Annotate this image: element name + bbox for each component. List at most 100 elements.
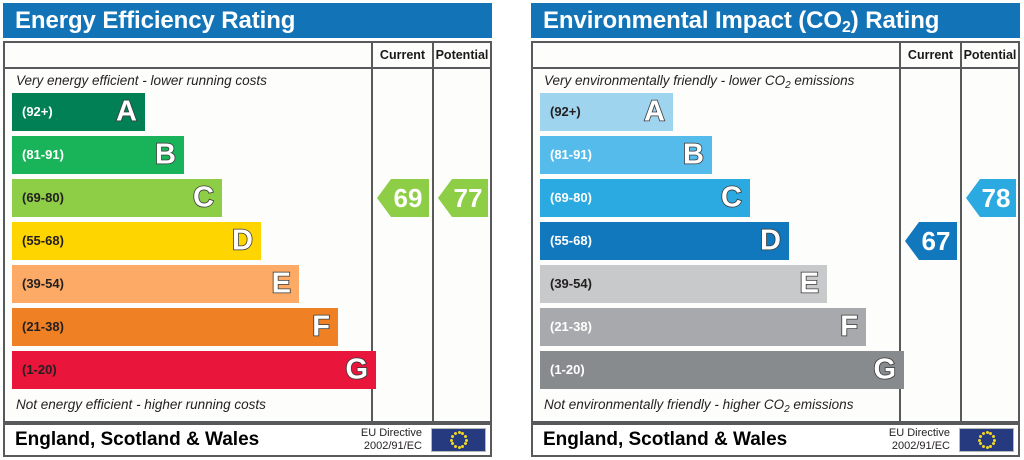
eu-flag-star bbox=[993, 438, 996, 442]
band-letter: C bbox=[192, 181, 215, 214]
eu-flag-star bbox=[465, 438, 468, 442]
rating-band-b: (81-91) B bbox=[12, 136, 184, 174]
band-range-label: (55-68) bbox=[22, 233, 64, 248]
column-divider bbox=[371, 69, 373, 421]
footer-directive-line2: 2002/91/EC bbox=[891, 440, 950, 452]
caption-subscript: 2 bbox=[784, 404, 790, 415]
eu-flag-star bbox=[981, 432, 985, 435]
eu-flag-star bbox=[979, 434, 982, 438]
rating-bands: (92+) A (81-91) B (69-80) C (55-68) D (39-54) E (2… bbox=[5, 93, 376, 393]
band-letter: C bbox=[720, 181, 743, 214]
rating-band-c: (69-80) C bbox=[540, 179, 750, 217]
chart-footer: England, Scotland & Wales EU Directive 200… bbox=[3, 423, 492, 457]
current-rating-arrow: 67 bbox=[905, 222, 957, 260]
eu-flag-star bbox=[991, 442, 995, 446]
band-range-label: (92+) bbox=[22, 104, 53, 119]
band-range-label: (92+) bbox=[550, 104, 581, 119]
chart-title: Environmental Impact (CO2) Rating bbox=[531, 3, 1020, 38]
column-divider bbox=[432, 69, 434, 421]
caption-text: Not environmentally friendly - higher CO bbox=[544, 397, 785, 412]
footer-region-label: England, Scotland & Wales bbox=[15, 429, 260, 450]
footer-directive-label: EU Directive 2002/91/EC bbox=[864, 427, 950, 453]
eu-flag-star bbox=[461, 444, 465, 448]
band-letter: A bbox=[115, 95, 138, 128]
caption-text: emissions bbox=[790, 73, 855, 88]
eu-flag-star bbox=[453, 444, 457, 448]
band-letter: F bbox=[839, 310, 858, 343]
column-divider bbox=[960, 69, 962, 421]
eu-flag-star bbox=[985, 431, 989, 434]
eu-flag-star bbox=[463, 442, 467, 446]
rating-band-a: (92+) A bbox=[540, 93, 673, 131]
eu-flag-icon bbox=[959, 428, 1014, 452]
band-range-label: (69-80) bbox=[22, 190, 64, 205]
footer-directive-label: EU Directive 2002/91/EC bbox=[336, 427, 422, 453]
caption-bottom: Not environmentally friendly - higher CO… bbox=[533, 393, 899, 417]
band-letter: D bbox=[231, 224, 254, 257]
eu-flag-star bbox=[453, 432, 457, 435]
band-letter: B bbox=[154, 138, 177, 171]
band-letter: B bbox=[682, 138, 705, 171]
eu-flag-star bbox=[461, 432, 465, 435]
band-letter: D bbox=[759, 224, 782, 257]
eu-flag-star bbox=[989, 432, 993, 435]
rating-band-f: (21-38) F bbox=[12, 308, 338, 346]
column-header-potential: Potential bbox=[960, 43, 1018, 69]
table-header-blank bbox=[533, 43, 899, 69]
rating-band-e: (39-54) E bbox=[540, 265, 827, 303]
band-range-label: (21-38) bbox=[550, 319, 592, 334]
rating-table: Current Potential Very environmentally fri… bbox=[531, 41, 1020, 423]
current-rating-arrow: 69 bbox=[377, 179, 429, 217]
caption-text: emissions bbox=[789, 397, 854, 412]
column-header-current: Current bbox=[899, 43, 960, 69]
band-range-label: (69-80) bbox=[550, 190, 592, 205]
potential-rating-arrow: 78 bbox=[966, 179, 1016, 217]
band-range-label: (39-54) bbox=[550, 276, 592, 291]
band-letter: G bbox=[873, 353, 897, 386]
caption-top: Very energy efficient - lower running co… bbox=[16, 73, 267, 88]
eu-flag-star bbox=[457, 431, 461, 434]
rating-band-g: (1-20) G bbox=[12, 351, 376, 389]
caption-top: Very environmentally friendly - lower CO… bbox=[533, 69, 899, 93]
rating-bands: (92+) A (81-91) B (69-80) C (55-68) D (39-54) E (2… bbox=[533, 93, 904, 393]
band-letter: E bbox=[799, 267, 820, 300]
rating-band-f: (21-38) F bbox=[540, 308, 866, 346]
rating-band-e: (39-54) E bbox=[12, 265, 299, 303]
epc-chart-environmental-impact: Environmental Impact (CO2) Rating Current… bbox=[528, 0, 1023, 460]
chart-title-suffix: ) Rating bbox=[850, 7, 940, 34]
band-range-label: (39-54) bbox=[22, 276, 64, 291]
eu-flag-star bbox=[981, 444, 985, 448]
eu-flag-star bbox=[991, 434, 995, 438]
rating-band-g: (1-20) G bbox=[540, 351, 904, 389]
eu-flag-star bbox=[450, 438, 453, 442]
band-letter: G bbox=[345, 353, 369, 386]
caption-bottom: Not energy efficient - higher running co… bbox=[16, 397, 266, 412]
eu-flag-star bbox=[451, 442, 454, 446]
eu-flag-star bbox=[985, 446, 989, 449]
caption-subscript: 2 bbox=[785, 80, 791, 91]
band-range-label: (1-20) bbox=[550, 362, 585, 377]
band-range-label: (1-20) bbox=[22, 362, 57, 377]
table-header-blank bbox=[5, 43, 371, 69]
chart-footer: England, Scotland & Wales EU Directive 200… bbox=[531, 423, 1020, 457]
band-letter: E bbox=[271, 267, 292, 300]
chart-title-subscript: 2 bbox=[841, 19, 851, 36]
rating-band-d: (55-68) D bbox=[12, 222, 261, 260]
footer-directive-line2: 2002/91/EC bbox=[363, 440, 422, 452]
band-range-label: (81-91) bbox=[22, 147, 64, 162]
footer-directive-line1: EU Directive bbox=[888, 427, 950, 439]
band-letter: F bbox=[311, 310, 330, 343]
footer-directive-line1: EU Directive bbox=[360, 427, 422, 439]
eu-flag-star bbox=[978, 438, 981, 442]
footer-region-label: England, Scotland & Wales bbox=[543, 429, 788, 450]
eu-flag-star bbox=[463, 434, 467, 438]
potential-rating-arrow: 77 bbox=[438, 179, 488, 217]
rating-band-a: (92+) A bbox=[12, 93, 145, 131]
eu-flag-star bbox=[457, 446, 461, 449]
column-divider bbox=[899, 69, 901, 421]
band-range-label: (21-38) bbox=[22, 319, 64, 334]
caption-text: Very environmentally friendly - lower CO bbox=[544, 73, 786, 88]
band-range-label: (55-68) bbox=[550, 233, 592, 248]
epc-chart-energy-efficiency: Energy Efficiency Rating Current Potential… bbox=[0, 0, 495, 460]
